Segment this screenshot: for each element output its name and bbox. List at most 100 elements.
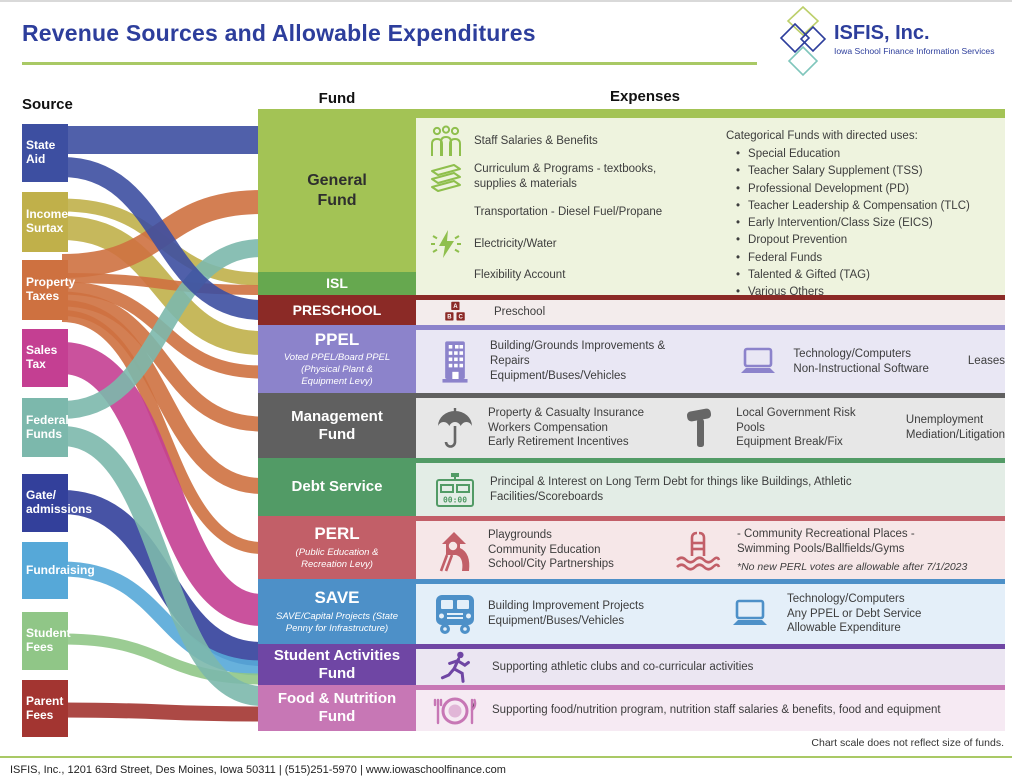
flow-federal-funds-to-food-nutrition	[61, 426, 263, 706]
source-sales-tax: Sales Tax	[22, 329, 68, 387]
expense-item: Supporting athletic clubs and co-curricu…	[492, 660, 754, 673]
pool-icon	[673, 529, 723, 571]
bus-icon	[430, 592, 480, 636]
expense-item: Technology/Computers Any PPEL or Debt Se…	[787, 592, 922, 635]
fund-label: Student Activities Fund	[273, 646, 401, 682]
expense-item: Leases	[967, 355, 1005, 368]
flow-sales-tax-to-save	[60, 342, 264, 626]
fund-management: Management Fund	[258, 393, 416, 458]
row-ppel: PPEL Voted PPEL/Board PPEL (Physical Pla…	[258, 325, 1005, 393]
perl-note: *No new PERL votes are allowable after 7…	[737, 560, 968, 573]
runner-icon	[430, 650, 480, 684]
expense-item: Technology/Computers Non-Instructional S…	[793, 347, 929, 375]
expense-item: Local Government Risk Pools Equipment Br…	[736, 406, 856, 449]
categorical-item: Professional Development (PD)	[736, 181, 993, 198]
general-expense-list: Staff Salaries & Benefits Curriculum & P…	[418, 125, 718, 291]
logo-name: ISFIS, Inc.	[834, 22, 930, 44]
perl-right-text: - Community Recreational Places - Swimmi…	[737, 527, 967, 573]
hammer-icon	[676, 406, 726, 450]
fund-isl: ISL	[258, 272, 416, 295]
fund-ppel: PPEL Voted PPEL/Board PPEL (Physical Pla…	[258, 325, 416, 393]
building-icon	[430, 339, 480, 385]
row-management: Management Fund Property & Casualty Insu…	[258, 393, 1005, 458]
fund-save: SAVE SAVE/Capital Projects (State Penny …	[258, 579, 416, 644]
flow-property-taxes-to-isl	[61, 273, 263, 295]
svg-text:A: A	[453, 304, 458, 310]
categorical-list: Special Education Teacher Salary Supplem…	[726, 146, 993, 301]
source-fundraising: Fundraising	[22, 542, 95, 599]
fund-label: General Fund	[307, 172, 367, 209]
source-parent-fees: Parent Fees	[22, 680, 68, 737]
svg-text:00:00: 00:00	[443, 495, 467, 504]
playground-slide-icon	[430, 527, 480, 573]
expense-item: Property & Casualty Insurance Workers Co…	[488, 406, 644, 449]
expense-item: Curriculum & Programs - textbooks, suppl…	[474, 163, 657, 191]
people-icon	[418, 125, 474, 158]
row-save: SAVE SAVE/Capital Projects (State Penny …	[258, 579, 1005, 644]
row-bar	[258, 325, 1005, 330]
fund-sublabel: (Public Education & Recreation Levy)	[295, 546, 379, 570]
bolt-icon	[418, 227, 474, 261]
column-label-expenses: Expenses	[609, 88, 681, 105]
svg-text:B: B	[447, 314, 452, 320]
categorical-funds-panel: Categorical Funds with directed uses: Sp…	[718, 126, 997, 298]
source-property-taxes: Property Taxes	[22, 260, 75, 320]
fund-label: PPEL	[314, 329, 360, 349]
isfis-logo: ISFIS, Inc. Iowa School Finance Informat…	[772, 4, 1006, 78]
flow-federal-funds-to-general-fund	[61, 239, 263, 419]
fund-label: SAVE	[314, 588, 360, 608]
categorical-item: Special Education	[736, 146, 993, 163]
row-food-nutrition: Food & Nutrition Fund Supporting food/nu…	[258, 685, 1005, 731]
source-state-aid: State Aid	[22, 124, 68, 182]
title-underline	[22, 62, 757, 65]
source-gate-admissions: Gate/ admissions	[22, 474, 92, 532]
categorical-item: Early Intervention/Class Size (EICS)	[736, 215, 993, 232]
laptop-icon	[733, 346, 783, 378]
row-general-fund: General Fund ISL Staff Salaries & Benefi…	[258, 109, 1005, 298]
fund-preschool: PRESCHOOL	[258, 295, 416, 325]
categorical-item: Teacher Leadership & Compensation (TLC)	[736, 198, 993, 215]
row-bar	[258, 295, 1005, 300]
fund-student-activities: Student Activities Fund	[258, 644, 416, 685]
expense-item: Principal & Interest on Long Term Debt f…	[490, 475, 852, 503]
footer-contact: ISFIS, Inc., 1201 63rd Street, Des Moine…	[10, 764, 506, 776]
row-bar	[258, 393, 1005, 398]
fund-perl: PERL (Public Education & Recreation Levy…	[258, 516, 416, 579]
expense-item: Electricity/Water	[474, 237, 557, 250]
row-perl: PERL (Public Education & Recreation Levy…	[258, 516, 1005, 579]
books-icon	[418, 160, 474, 194]
row-student-activities: Student Activities Fund Supporting athle…	[258, 644, 1005, 685]
flow-fundraising-to-student-activities	[61, 561, 263, 676]
expense-item: Supporting food/nutrition program, nutri…	[492, 704, 941, 717]
categorical-item: Dropout Prevention	[736, 232, 993, 249]
categorical-item: Teacher Salary Supplement (TSS)	[736, 163, 993, 180]
fund-debt-service: Debt Service	[258, 458, 416, 516]
scoreboard-icon: 00:00	[430, 469, 480, 511]
expense-item: Flexibility Account	[474, 269, 566, 282]
fund-label: PRESCHOOL	[292, 301, 382, 318]
footer-rule	[0, 756, 1012, 758]
row-debt-service: Debt Service 00:00 Principal & Interest …	[258, 458, 1005, 516]
row-bar	[258, 109, 1005, 118]
flow-state-aid-to-preschool	[61, 157, 263, 320]
plate-fork-knife-icon	[430, 693, 480, 729]
expense-item: Transportation - Diesel Fuel/Propane	[474, 206, 663, 219]
logo-subtitle: Iowa School Finance Information Services	[834, 46, 995, 56]
row-bar	[258, 516, 1005, 521]
source-federal-funds: Federal Funds	[22, 398, 69, 457]
flow-property-taxes-to-perl	[61, 310, 263, 554]
fund-sublabel: Voted PPEL/Board PPEL (Physical Plant & …	[283, 352, 391, 388]
row-bar	[258, 644, 1005, 649]
source-student-fees: Student Fees	[22, 612, 71, 670]
fund-label: ISL	[326, 275, 348, 292]
svg-text:C: C	[458, 314, 463, 320]
categorical-item: Talented & Gifted (TAG)	[736, 267, 993, 284]
fund-label: Management Fund	[291, 407, 383, 443]
expense-item: Unemployment Mediation/Litigation	[905, 414, 1005, 441]
source-income-surtax: Income Surtax	[22, 192, 68, 252]
column-label-source: Source	[22, 96, 73, 113]
